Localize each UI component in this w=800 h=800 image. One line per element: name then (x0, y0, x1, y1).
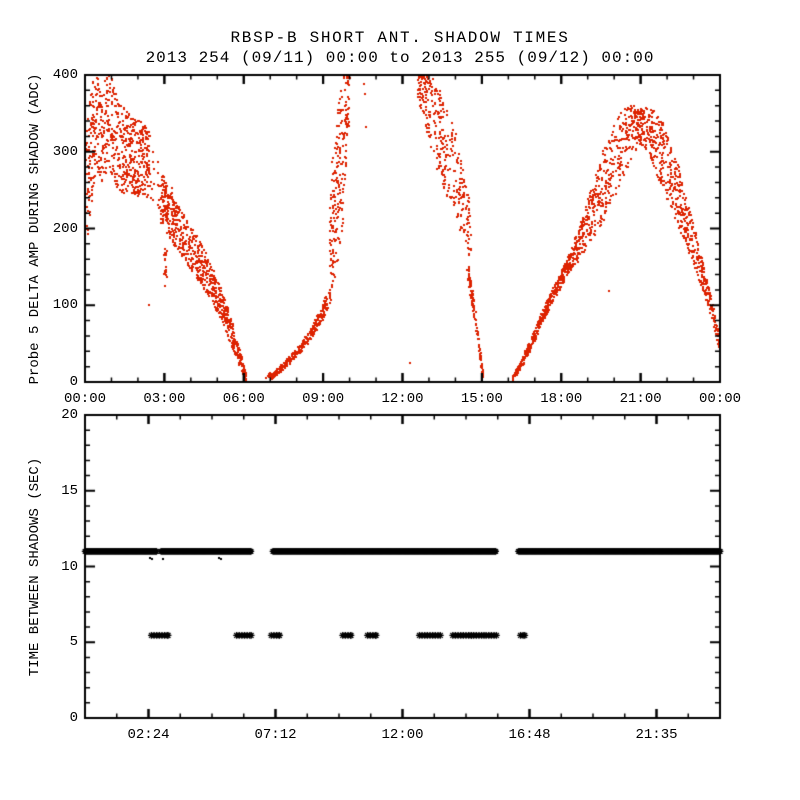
top-panel-y-axis-label: Probe 5 DELTA AMP DURING SHADOW (ADC) (27, 73, 43, 385)
x-tick-label: 12:00 (381, 727, 424, 743)
y-tick-label: 15 (61, 482, 78, 499)
y-tick-label: 0 (69, 374, 78, 390)
y-tick-label: 5 (69, 634, 78, 651)
y-tick-label: 300 (52, 143, 78, 160)
x-tick-label: 21:00 (619, 391, 662, 407)
x-tick-label: 00:00 (63, 391, 107, 407)
x-tick-label: 02:24 (127, 727, 170, 743)
x-tick-label: 09:00 (302, 391, 345, 407)
x-tick-label: 00:00 (698, 391, 742, 407)
x-tick-label: 06:00 (222, 391, 265, 407)
chart-title: RBSP-B SHORT ANT. SHADOW TIMES (230, 29, 570, 47)
y-tick-label: 20 (61, 407, 78, 423)
x-tick-label: 03:00 (143, 391, 186, 407)
y-tick-label: 0 (69, 710, 78, 726)
x-tick-label: 16:48 (508, 727, 551, 743)
y-tick-label: 100 (52, 297, 78, 314)
x-tick-label: 21:35 (635, 727, 678, 743)
y-tick-label: 400 (52, 67, 78, 83)
x-tick-label: 07:12 (254, 727, 297, 743)
bottom-panel-y-axis-label: TIME BETWEEN SHADOWS (SEC) (27, 457, 43, 677)
y-tick-label: 200 (52, 220, 78, 237)
x-tick-label: 15:00 (460, 391, 503, 407)
chart-subtitle: 2013 254 (09/11) 00:00 to 2013 255 (09/1… (145, 49, 655, 67)
x-tick-label: 18:00 (540, 391, 583, 407)
x-tick-label: 12:00 (381, 391, 424, 407)
y-tick-label: 10 (61, 558, 78, 575)
